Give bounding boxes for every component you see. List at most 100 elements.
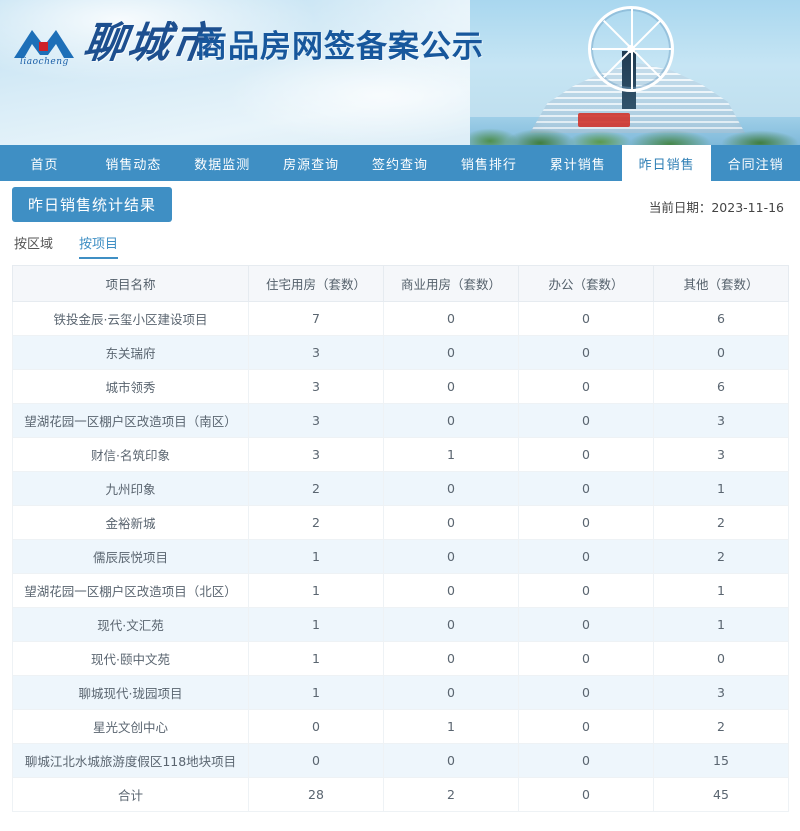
cell-other: 6 bbox=[653, 301, 789, 336]
cell-commercial: 0 bbox=[383, 505, 519, 540]
cell-project-name: 金裕新城 bbox=[12, 505, 249, 540]
table-row[interactable]: 金裕新城 2 0 0 2 bbox=[12, 505, 789, 540]
nav-item-cumulative-sales[interactable]: 累计销售 bbox=[549, 157, 606, 173]
cell-other: 2 bbox=[653, 539, 789, 574]
banner-photo-ferris-wheel bbox=[470, 0, 800, 145]
cell-office: 0 bbox=[518, 641, 654, 676]
table-row[interactable]: 星光文创中心 0 1 0 2 bbox=[12, 709, 789, 744]
cell-project-name: 聊城现代·珑园项目 bbox=[12, 675, 249, 710]
cell-office: 0 bbox=[518, 335, 654, 370]
cell-residential: 1 bbox=[248, 607, 384, 642]
column-header-residential: 住宅用房（套数） bbox=[248, 265, 384, 302]
table-body: 铁投金辰·云玺小区建设项目 7 0 0 6 东关瑞府 3 0 0 0 城市领秀 … bbox=[12, 301, 789, 812]
cell-commercial: 0 bbox=[383, 471, 519, 506]
nav-item-contract-query[interactable]: 签约查询 bbox=[372, 157, 429, 173]
page-title: 昨日销售统计结果 bbox=[12, 186, 173, 222]
cell-residential: 3 bbox=[248, 369, 384, 404]
table-row[interactable]: 九州印象 2 0 0 1 bbox=[12, 471, 789, 506]
cell-commercial: 1 bbox=[383, 709, 519, 744]
cell-residential: 3 bbox=[248, 437, 384, 472]
column-header-office: 办公（套数） bbox=[518, 265, 654, 302]
cell-project-name: 望湖花园一区棚户区改造项目（北区） bbox=[12, 573, 249, 608]
cell-total-commercial: 2 bbox=[383, 777, 519, 812]
cell-commercial: 0 bbox=[383, 301, 519, 336]
brand-title: 商品房网签备案公示 bbox=[196, 29, 484, 65]
table-row[interactable]: 聊城现代·珑园项目 1 0 0 3 bbox=[12, 675, 789, 710]
cell-office: 0 bbox=[518, 471, 654, 506]
banner-greenery bbox=[470, 111, 800, 145]
column-header-project-name: 项目名称 bbox=[12, 265, 249, 302]
cell-other: 3 bbox=[653, 437, 789, 472]
site-banner: liaocheng 聊城市 商品房网签备案公示 bbox=[0, 0, 800, 145]
cell-office: 0 bbox=[518, 403, 654, 438]
cell-other: 15 bbox=[653, 743, 789, 778]
table-row[interactable]: 望湖花园一区棚户区改造项目（南区） 3 0 0 3 bbox=[12, 403, 789, 438]
cell-other: 1 bbox=[653, 607, 789, 642]
tab-by-region[interactable]: 按区域 bbox=[14, 237, 54, 252]
main-navigation: 首页 销售动态 数据监测 房源查询 签约查询 销售排行 累计销售 昨日销售 合同… bbox=[0, 145, 800, 181]
liaocheng-logo[interactable]: liaocheng bbox=[12, 24, 76, 72]
mountain-m-icon bbox=[14, 30, 74, 58]
nav-item-sales-dynamics[interactable]: 销售动态 bbox=[105, 157, 162, 173]
table-row[interactable]: 城市领秀 3 0 0 6 bbox=[12, 369, 789, 404]
table-row[interactable]: 聊城江北水城旅游度假区118地块项目 0 0 0 15 bbox=[12, 743, 789, 778]
cell-commercial: 0 bbox=[383, 335, 519, 370]
cell-office: 0 bbox=[518, 437, 654, 472]
cell-commercial: 0 bbox=[383, 573, 519, 608]
cell-residential: 3 bbox=[248, 335, 384, 370]
nav-item-contract-cancel[interactable]: 合同注销 bbox=[727, 157, 784, 173]
table-row[interactable]: 现代·颐中文苑 1 0 0 0 bbox=[12, 641, 789, 676]
cell-commercial: 0 bbox=[383, 743, 519, 778]
nav-item-data-monitoring[interactable]: 数据监测 bbox=[194, 157, 251, 173]
cell-residential: 2 bbox=[248, 505, 384, 540]
yesterday-sales-table: 项目名称 住宅用房（套数） 商业用房（套数） 办公（套数） 其他（套数） 铁投金… bbox=[12, 265, 789, 812]
table-row[interactable]: 现代·文汇苑 1 0 0 1 bbox=[12, 607, 789, 642]
nav-item-yesterday-sales[interactable]: 昨日销售 bbox=[622, 145, 712, 181]
table-row[interactable]: 望湖花园一区棚户区改造项目（北区） 1 0 0 1 bbox=[12, 573, 789, 608]
cell-other: 0 bbox=[653, 335, 789, 370]
cell-residential: 2 bbox=[248, 471, 384, 506]
table-header-row: 项目名称 住宅用房（套数） 商业用房（套数） 办公（套数） 其他（套数） bbox=[12, 265, 789, 302]
cell-residential: 7 bbox=[248, 301, 384, 336]
cell-office: 0 bbox=[518, 505, 654, 540]
ferris-wheel-hub bbox=[627, 45, 635, 53]
cell-project-name: 望湖花园一区棚户区改造项目（南区） bbox=[12, 403, 249, 438]
nav-item-housing-query[interactable]: 房源查询 bbox=[283, 157, 340, 173]
column-header-commercial: 商业用房（套数） bbox=[383, 265, 519, 302]
tab-by-project[interactable]: 按项目 bbox=[79, 233, 119, 259]
title-row: 昨日销售统计结果 当前日期：2023-11-16 bbox=[12, 181, 788, 227]
cell-other: 3 bbox=[653, 675, 789, 710]
view-mode-tabs: 按区域 按项目 bbox=[12, 227, 788, 259]
cell-other: 2 bbox=[653, 709, 789, 744]
cell-office: 0 bbox=[518, 607, 654, 642]
table-row[interactable]: 铁投金辰·云玺小区建设项目 7 0 0 6 bbox=[12, 301, 789, 336]
cell-commercial: 0 bbox=[383, 607, 519, 642]
cell-other: 1 bbox=[653, 573, 789, 608]
current-date-label: 当前日期：2023-11-16 bbox=[648, 200, 784, 215]
nav-item-home[interactable]: 首页 bbox=[30, 157, 59, 173]
cell-project-name: 儒辰辰悦项目 bbox=[12, 539, 249, 574]
cell-other: 2 bbox=[653, 505, 789, 540]
cell-project-name: 财信·名筑印象 bbox=[12, 437, 249, 472]
cell-total-other: 45 bbox=[653, 777, 789, 812]
ferris-wheel-icon bbox=[588, 6, 674, 92]
table-row[interactable]: 财信·名筑印象 3 1 0 3 bbox=[12, 437, 789, 472]
table-row[interactable]: 儒辰辰悦项目 1 0 0 2 bbox=[12, 539, 789, 574]
cell-project-name: 星光文创中心 bbox=[12, 709, 249, 744]
cell-office: 0 bbox=[518, 369, 654, 404]
cell-project-name: 现代·文汇苑 bbox=[12, 607, 249, 642]
cell-residential: 1 bbox=[248, 675, 384, 710]
cell-project-name: 城市领秀 bbox=[12, 369, 249, 404]
cell-residential: 3 bbox=[248, 403, 384, 438]
cell-project-name: 聊城江北水城旅游度假区118地块项目 bbox=[12, 743, 249, 778]
cell-project-name: 铁投金辰·云玺小区建设项目 bbox=[12, 301, 249, 336]
table-row[interactable]: 东关瑞府 3 0 0 0 bbox=[12, 335, 789, 370]
cell-commercial: 0 bbox=[383, 675, 519, 710]
table-header: 项目名称 住宅用房（套数） 商业用房（套数） 办公（套数） 其他（套数） bbox=[12, 265, 789, 302]
nav-item-sales-ranking[interactable]: 销售排行 bbox=[460, 157, 517, 173]
cell-commercial: 1 bbox=[383, 437, 519, 472]
cell-residential: 1 bbox=[248, 573, 384, 608]
cell-commercial: 0 bbox=[383, 641, 519, 676]
cell-office: 0 bbox=[518, 301, 654, 336]
cell-other: 6 bbox=[653, 369, 789, 404]
